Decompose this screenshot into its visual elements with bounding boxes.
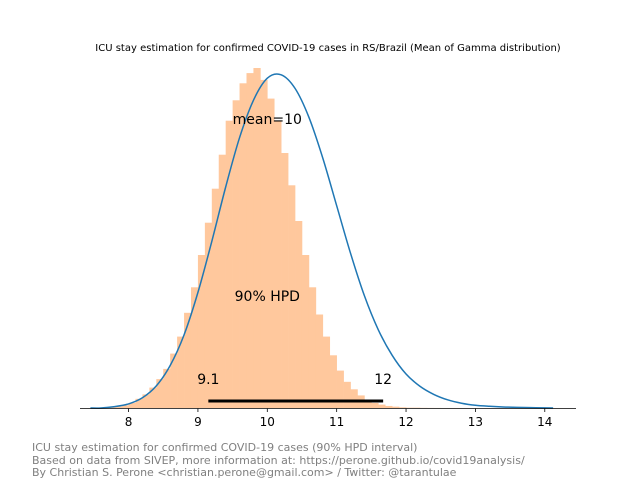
histogram-bar [184, 312, 192, 408]
hpd-label: 90% HPD [235, 289, 300, 305]
hpd-low-label: 9.1 [197, 372, 219, 388]
x-tick-label: 9 [194, 415, 202, 429]
chart-title: ICU stay estimation for confirmed COVID-… [95, 43, 560, 54]
histogram-bar [288, 185, 296, 408]
histogram-bar [114, 406, 122, 408]
histogram-bar [253, 68, 261, 408]
histogram-bar [399, 407, 407, 408]
histogram-bar [232, 100, 240, 409]
footer-line-3: By Christian S. Perone <christian.perone… [32, 466, 457, 479]
histogram-bar [392, 406, 400, 408]
histogram-bar [343, 381, 351, 408]
histogram-bar [204, 222, 213, 408]
histogram-bar [225, 120, 233, 408]
histogram-bar [281, 153, 289, 408]
histogram-bar [274, 120, 282, 408]
histogram-bar [177, 336, 185, 408]
histogram-bar [128, 402, 136, 408]
histogram-bar [315, 314, 324, 408]
histogram-bar [364, 399, 372, 408]
histogram-bar [197, 255, 206, 408]
histogram-bar [295, 221, 303, 408]
histogram-bar [156, 379, 164, 408]
histogram-bar [371, 402, 379, 408]
histogram-bar [308, 287, 317, 408]
x-tick-label: 11 [329, 415, 344, 429]
histogram-bar [336, 370, 344, 408]
histogram-bar [170, 353, 178, 408]
histogram-bar [385, 405, 393, 408]
histogram-bar [163, 368, 171, 408]
histogram-bar [246, 73, 254, 408]
x-tick-label: 10 [260, 415, 275, 429]
x-tick-label: 8 [125, 415, 133, 429]
x-tick-label: 13 [468, 415, 483, 429]
x-tick-label: 12 [398, 415, 413, 429]
histogram-bar [260, 79, 268, 409]
histogram-bar [135, 398, 143, 408]
histogram-bar [211, 188, 220, 408]
x-axis-ticks: 8 9 10 11 12 13 14 [125, 408, 552, 429]
histogram-bar [267, 98, 275, 408]
histogram-bar [329, 355, 337, 408]
kde-curve [90, 73, 554, 409]
histogram-bar [239, 83, 247, 409]
figure-footer: ICU stay estimation for confirmed COVID-… [32, 441, 525, 480]
hpd-high-label: 12 [374, 372, 392, 388]
histogram-bar [149, 387, 157, 408]
mean-label: mean=10 [233, 112, 302, 128]
histogram-bar [301, 255, 310, 408]
histogram-bar [190, 287, 199, 408]
histogram-bar [350, 389, 358, 408]
histogram-bar [121, 405, 129, 408]
footer-line-2: Based on data from SIVEP, more informati… [32, 453, 525, 467]
histogram-bar [378, 404, 386, 408]
histogram-bar [142, 394, 150, 408]
x-tick-label: 14 [537, 415, 552, 429]
histogram-bar [218, 154, 226, 408]
footer-line-1: ICU stay estimation for confirmed COVID-… [32, 441, 418, 454]
histogram-bars [107, 68, 462, 409]
histogram-bar [322, 336, 331, 408]
